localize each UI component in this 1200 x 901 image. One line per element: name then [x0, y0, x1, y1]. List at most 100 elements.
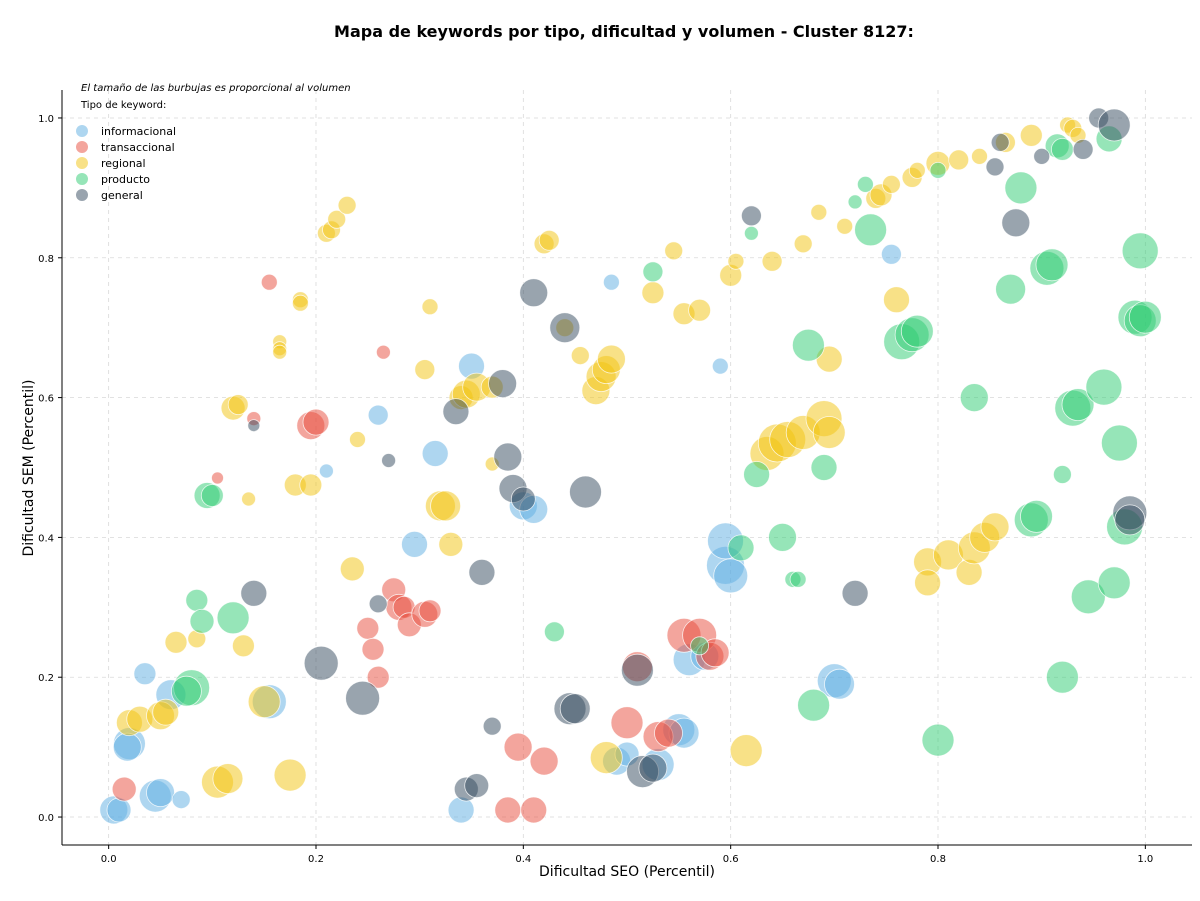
- bubble-point: [792, 328, 825, 362]
- bubble-point: [908, 161, 926, 179]
- bubble-point: [980, 512, 1010, 542]
- bubble-point: [654, 718, 683, 748]
- bubble-point: [1020, 500, 1053, 533]
- bubble-point: [1004, 171, 1038, 205]
- legend-label: general: [101, 189, 143, 202]
- bubble-point: [200, 484, 224, 507]
- y-tick-label: 0.2: [38, 673, 54, 684]
- bubble-point: [152, 698, 180, 726]
- bubble-point: [231, 634, 255, 658]
- x-tick-label: 0.6: [723, 854, 739, 865]
- legend-label: regional: [101, 157, 146, 170]
- x-tick-label: 0.4: [515, 854, 531, 865]
- bubble-point: [216, 601, 250, 635]
- legend-item-informacional: informacional: [76, 125, 176, 138]
- bubble-point: [318, 463, 334, 479]
- bubble-point: [824, 668, 855, 700]
- bubble-point: [375, 344, 391, 360]
- bubble-point: [711, 357, 729, 375]
- bubble-point: [1070, 579, 1106, 615]
- bubble-point: [368, 594, 388, 614]
- bubble-point: [1035, 248, 1069, 282]
- bubble-point: [727, 252, 745, 270]
- bubble-point: [985, 157, 1005, 177]
- x-tick-label: 1.0: [1137, 854, 1153, 865]
- grid-lines: [62, 90, 1192, 845]
- bubble-point: [146, 778, 175, 807]
- y-ticks: 0.0 0.2 0.4 0.6 0.8 1.0: [38, 114, 62, 824]
- bubble-point: [171, 790, 191, 809]
- bubble-point: [211, 471, 224, 485]
- bubble-point: [761, 250, 783, 272]
- legend-marker: [76, 189, 88, 201]
- x-ticks: 0.0 0.2 0.4 0.6 0.8 1.0: [101, 845, 1153, 865]
- bubble-point: [538, 229, 560, 251]
- legend-label: transaccional: [101, 141, 175, 154]
- axes: [61, 90, 1192, 846]
- bubble-point: [1001, 208, 1031, 238]
- chart-title: Mapa de keywords por tipo, dificultad y …: [334, 22, 914, 41]
- bubble-point: [418, 599, 442, 623]
- legend-label: informacional: [101, 125, 176, 138]
- bubble-point: [559, 693, 591, 725]
- bubble-point: [273, 758, 307, 792]
- x-tick-label: 0.8: [930, 854, 946, 865]
- bubble-point: [929, 161, 947, 179]
- bubble-point: [544, 621, 565, 643]
- series-general: [240, 107, 1148, 802]
- bubble-point: [529, 746, 559, 776]
- bubble-point: [189, 608, 215, 634]
- legend-title: Tipo de keyword:: [80, 100, 166, 111]
- bubble-point: [914, 569, 941, 597]
- bubble-point: [247, 685, 281, 719]
- bubble-point: [170, 675, 202, 707]
- bubble-point: [690, 636, 709, 656]
- y-tick-label: 0.4: [38, 533, 54, 544]
- bubble-point: [291, 294, 309, 312]
- legend-item-transaccional: transaccional: [76, 141, 175, 154]
- x-tick-label: 0.0: [101, 854, 117, 865]
- bubble-point: [621, 653, 654, 687]
- bubble-point: [857, 175, 874, 193]
- bubble-point: [1101, 424, 1138, 462]
- bubble-point: [810, 454, 838, 481]
- bubble-point: [381, 453, 397, 468]
- bubble-point: [789, 571, 807, 588]
- y-tick-label: 1.0: [38, 114, 54, 125]
- series-producto: [170, 125, 1162, 757]
- bubble-point: [641, 281, 665, 305]
- x-axis-label: Dificultad SEO (Percentil): [539, 864, 715, 880]
- bubble-point: [688, 298, 711, 322]
- legend: informacional transaccional regional produc…: [76, 125, 176, 202]
- bubble-point: [240, 579, 268, 607]
- bubble-point: [1097, 108, 1131, 142]
- bubble-point: [881, 243, 902, 265]
- bubble-point: [921, 723, 955, 757]
- bubble-point: [841, 579, 869, 607]
- bubble-point: [112, 732, 142, 762]
- bubble-point: [519, 278, 549, 308]
- legend-marker: [76, 125, 88, 137]
- bubble-point: [971, 147, 988, 165]
- bubble-point: [1114, 504, 1146, 536]
- bubble-point: [1053, 465, 1072, 484]
- bubble-point: [430, 490, 462, 522]
- bubble-point: [339, 556, 365, 582]
- bubble-point: [638, 753, 668, 783]
- bubble-point: [468, 559, 496, 586]
- bubble-point: [421, 298, 439, 316]
- bubble-point: [421, 440, 449, 467]
- bubble-point: [793, 234, 813, 254]
- bubble-point: [111, 776, 137, 802]
- bubble-point: [503, 732, 533, 762]
- bubble-point: [442, 398, 470, 426]
- bubble-point: [1019, 123, 1043, 147]
- bubble-point: [741, 205, 762, 227]
- legend-item-general: general: [76, 189, 143, 202]
- bubble-point: [241, 491, 257, 507]
- bubble-point: [1046, 660, 1079, 694]
- legend-item-regional: regional: [76, 157, 146, 170]
- bubble-point: [854, 213, 887, 247]
- bubble-point: [302, 408, 330, 436]
